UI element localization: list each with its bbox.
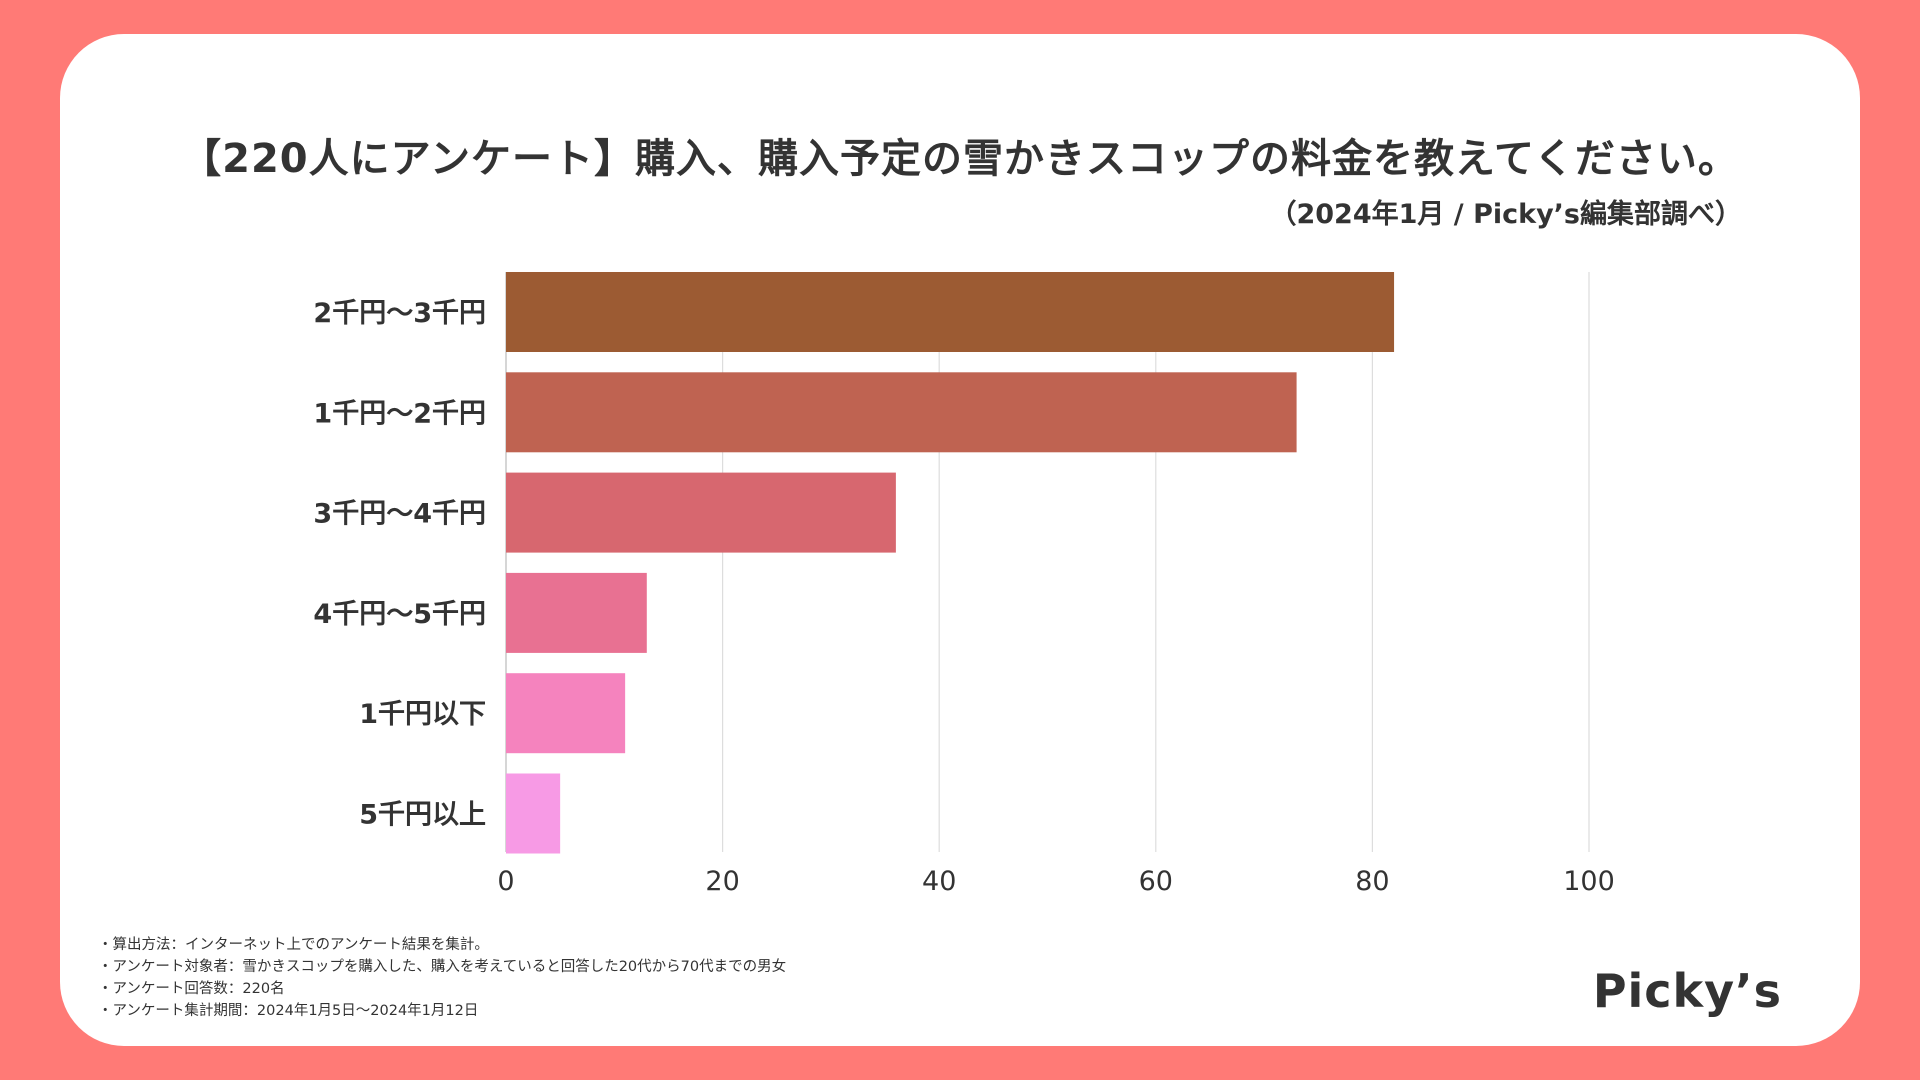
- x-tick-label: 60: [1139, 866, 1173, 894]
- bar: [506, 673, 626, 754]
- note-period: ・アンケート集計期間：2024年1月5日〜2024年1月12日: [98, 1003, 479, 1019]
- category-label: 5千円以上: [359, 800, 486, 831]
- category-label: 1千円〜2千円: [313, 398, 486, 429]
- bar: [506, 272, 1395, 352]
- note-target: ・アンケート対象者：雪かきスコップを購入した、購入を考えていると回答した20代か…: [98, 959, 787, 975]
- category-label: 1千円以下: [359, 699, 486, 730]
- bar-chart: 2千円〜3千円 1千円〜2千円 3千円〜4千円 4千円〜5千円 1千円以下 5千円以上 0…: [313, 272, 1615, 894]
- bar: [506, 372, 1297, 453]
- category-label: 2千円〜3千円: [313, 298, 486, 329]
- card: 【220人にアンケート】購入、購入予定の雪かきスコップの料金を教えてください。 …: [60, 34, 1860, 1046]
- bar: [506, 572, 647, 653]
- x-tick-label: 20: [705, 866, 739, 894]
- category-label: 4千円〜5千円: [313, 599, 486, 630]
- bar: [506, 472, 896, 553]
- chart-source: （2024年1月 / Picky’s編集部調べ）: [1269, 199, 1742, 230]
- pickys-logo: Picky’s: [1592, 964, 1782, 1018]
- x-tick-label: 80: [1355, 866, 1389, 894]
- bar: [506, 773, 561, 854]
- x-tick-label: 100: [1563, 866, 1615, 894]
- note-method: ・算出方法：インターネット上でのアンケート結果を集計。: [98, 937, 489, 953]
- note-count: ・アンケート回答数：220名: [98, 981, 285, 997]
- category-label: 3千円〜4千円: [313, 499, 486, 530]
- survey-notes: ・算出方法：インターネット上でのアンケート結果を集計。 ・アンケート対象者：雪か…: [98, 934, 786, 1022]
- chart-title: 【220人にアンケート】購入、購入予定の雪かきスコップの料金を教えてください。: [181, 136, 1739, 182]
- x-tick-label: 40: [922, 866, 956, 894]
- x-tick-label: 0: [497, 866, 514, 894]
